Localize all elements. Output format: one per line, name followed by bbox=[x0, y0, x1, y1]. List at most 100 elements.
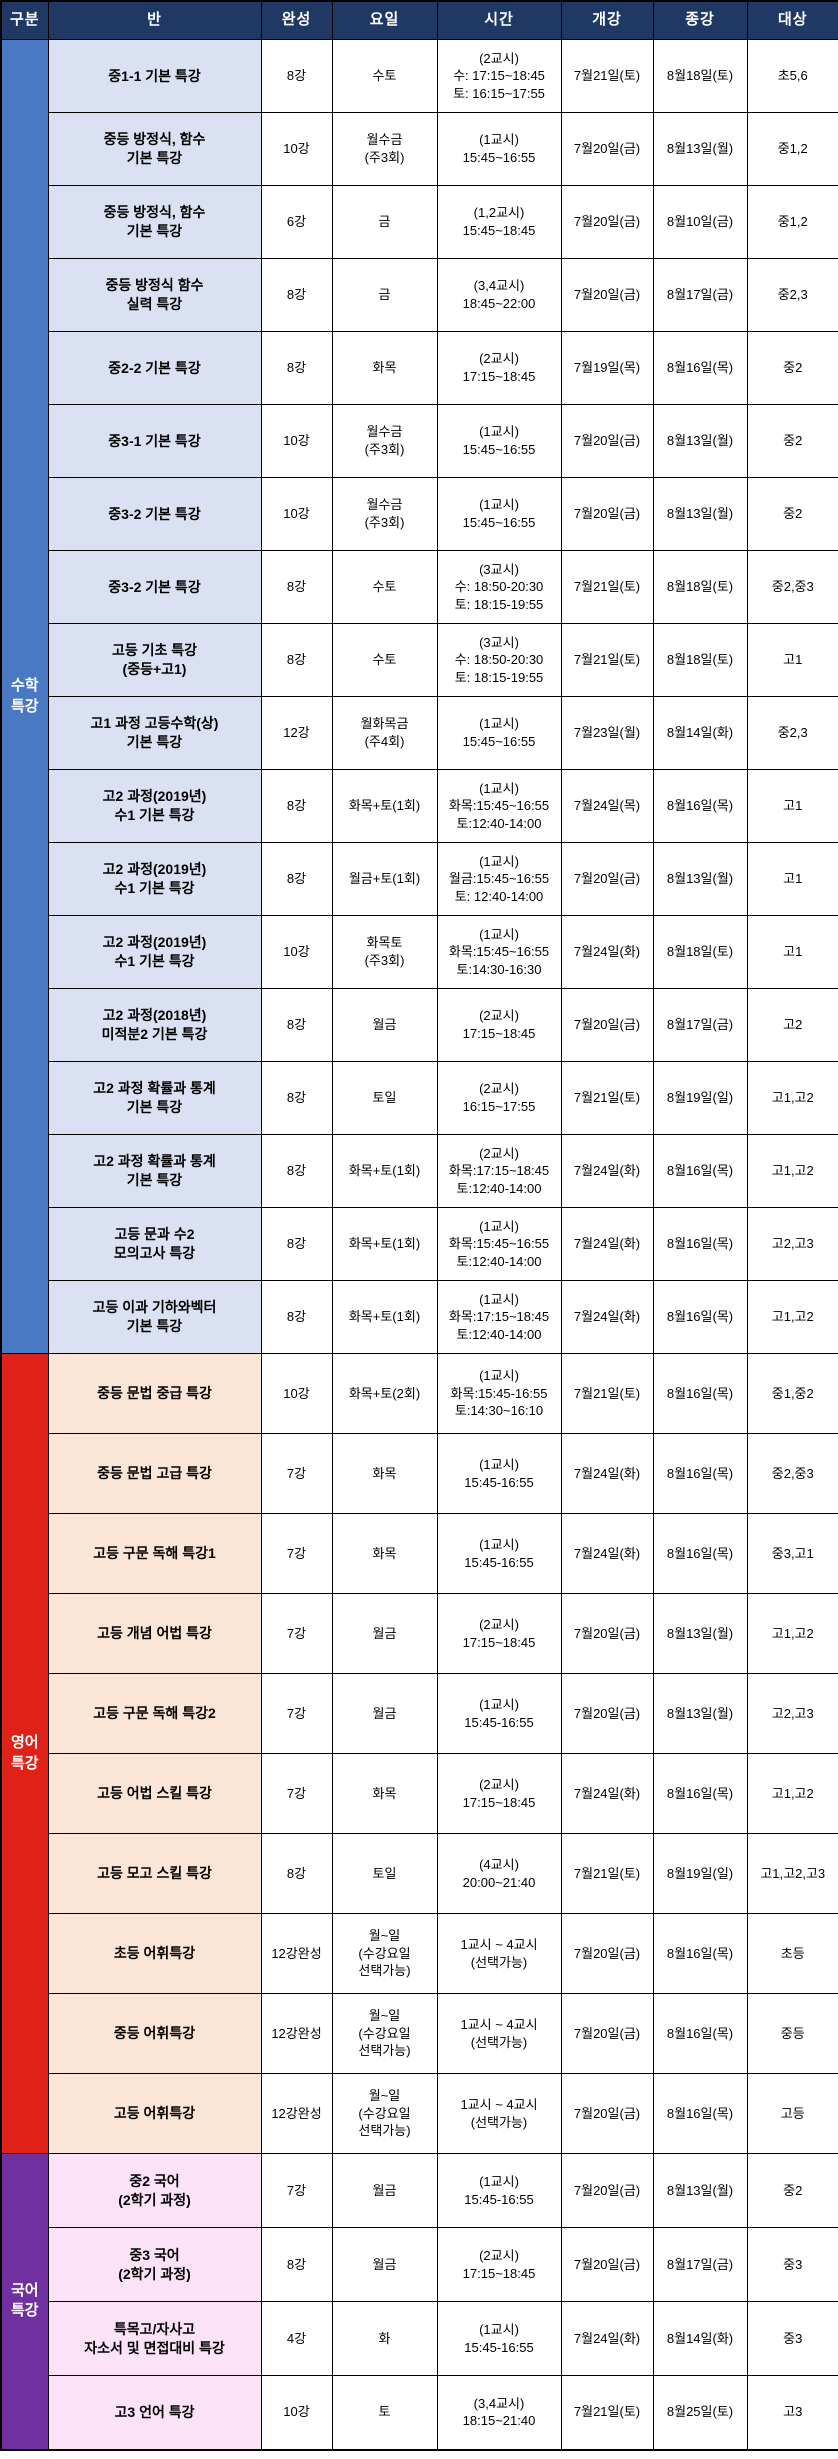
time-cell: (3,4교시) 18:15~21:40 bbox=[436, 2375, 562, 2450]
lessons-cell: 7강 bbox=[260, 1433, 333, 1514]
target-cell: 고등 bbox=[746, 2073, 838, 2154]
lessons-cell: 12강 bbox=[260, 696, 333, 770]
header-cell-time: 시간 bbox=[436, 0, 562, 40]
start-date-cell: 7월20일(금) bbox=[560, 1673, 654, 1754]
table-row: 고2 과정(2019년) 수1 기본 특강 10강 화목토 (주3회) (1교시) 화… bbox=[1, 915, 838, 989]
time-cell: (1교시) 화목:15:45~16:55 토:12:40-14:00 bbox=[436, 769, 562, 843]
start-date-cell: 7월20일(금) bbox=[560, 2153, 654, 2228]
target-cell: 고1 bbox=[746, 623, 838, 697]
start-date-cell: 7월20일(금) bbox=[560, 1593, 654, 1674]
table-row: 고3 언어 특강 10강 토 (3,4교시) 18:15~21:40 7월21일(토) 8… bbox=[1, 2375, 838, 2450]
end-date-cell: 8월13일(월) bbox=[652, 477, 748, 551]
target-cell: 고3 bbox=[746, 2375, 838, 2450]
end-date-cell: 8월13일(월) bbox=[652, 2153, 748, 2228]
start-date-cell: 7월21일(토) bbox=[560, 1833, 654, 1914]
start-date-cell: 7월24일(목) bbox=[560, 769, 654, 843]
start-date-cell: 7월24일(화) bbox=[560, 1433, 654, 1514]
time-cell: (1교시) 15:45-16:55 bbox=[436, 2153, 562, 2228]
class-name-cell: 고등 어법 스킬 특강 bbox=[47, 1753, 262, 1834]
table-row: 고등 기초 특강 (중등+고1) 8강 수토 (3교시) 수: 18:50-20:30… bbox=[1, 623, 838, 697]
class-name-cell: 중3-2 기본 특강 bbox=[47, 550, 262, 624]
lessons-cell: 8강 bbox=[260, 550, 333, 624]
table-row: 고등 개념 어법 특강 7강 월금 (2교시) 17:15~18:45 7월20일(금)… bbox=[1, 1593, 838, 1674]
class-name-cell: 중3-2 기본 특강 bbox=[47, 477, 262, 551]
start-date-cell: 7월20일(금) bbox=[560, 112, 654, 186]
time-cell: (2교시) 화목:17:15~18:45 토:12:40-14:00 bbox=[436, 1134, 562, 1208]
start-date-cell: 7월19일(목) bbox=[560, 331, 654, 405]
target-cell: 고2,고3 bbox=[746, 1207, 838, 1281]
time-cell: (1교시) 화목:15:45~16:55 토:14:30-16:30 bbox=[436, 915, 562, 989]
target-cell: 고1,고2 bbox=[746, 1593, 838, 1674]
days-cell: 화목+토(2회) bbox=[331, 1353, 438, 1434]
days-cell: 토 bbox=[331, 2375, 438, 2450]
section-label-korean: 국어 특강 bbox=[0, 2153, 49, 2450]
days-cell: 수토 bbox=[331, 39, 438, 113]
lessons-cell: 10강 bbox=[260, 2375, 333, 2450]
days-cell: 화목 bbox=[331, 331, 438, 405]
target-cell: 고1,고2,고3 bbox=[746, 1833, 838, 1914]
lessons-cell: 8강 bbox=[260, 2227, 333, 2302]
end-date-cell: 8월13일(월) bbox=[652, 1673, 748, 1754]
end-date-cell: 8월16일(목) bbox=[652, 1993, 748, 2074]
target-cell: 중2,3 bbox=[746, 696, 838, 770]
table-row: 중등 방정식 함수 실력 특강 8강 금 (3,4교시) 18:45~22:00 7월2… bbox=[1, 258, 838, 332]
days-cell: 금 bbox=[331, 258, 438, 332]
time-cell: (2교시) 17:15~18:45 bbox=[436, 1593, 562, 1674]
schedule-body: 수학 특강 중1-1 기본 특강 8강 수토 (2교시) 수: 17:15~18:45 … bbox=[0, 39, 838, 2450]
class-name-cell: 고등 문과 수2 모의고사 특강 bbox=[47, 1207, 262, 1281]
end-date-cell: 8월10일(금) bbox=[652, 185, 748, 259]
time-cell: (4교시) 20:00~21:40 bbox=[436, 1833, 562, 1914]
lessons-cell: 12강완성 bbox=[260, 2073, 333, 2154]
time-cell: (3교시) 수: 18:50-20:30 토: 18:15-19:55 bbox=[436, 550, 562, 624]
header-cell-days: 요일 bbox=[331, 0, 438, 40]
table-row: 고2 과정(2018년) 미적분2 기본 특강 8강 월금 (2교시) 17:15~1… bbox=[1, 988, 838, 1062]
target-cell: 중2 bbox=[746, 2153, 838, 2228]
class-name-cell: 고등 기초 특강 (중등+고1) bbox=[47, 623, 262, 697]
lessons-cell: 8강 bbox=[260, 769, 333, 843]
start-date-cell: 7월24일(화) bbox=[560, 2301, 654, 2376]
header-row: 구분 반 완성 요일 시간 개강 종강 대상 bbox=[0, 0, 838, 40]
table-row: 중등 문법 고급 특강 7강 화목 (1교시) 15:45-16:55 7월24일(화)… bbox=[1, 1433, 838, 1514]
end-date-cell: 8월16일(목) bbox=[652, 1513, 748, 1594]
end-date-cell: 8월16일(목) bbox=[652, 2073, 748, 2154]
end-date-cell: 8월18일(토) bbox=[652, 39, 748, 113]
class-name-cell: 고등 구문 독해 특강2 bbox=[47, 1673, 262, 1754]
class-name-cell: 중등 어휘특강 bbox=[47, 1993, 262, 2074]
start-date-cell: 7월21일(토) bbox=[560, 2375, 654, 2450]
days-cell: 화목 bbox=[331, 1753, 438, 1834]
class-name-cell: 중2-2 기본 특강 bbox=[47, 331, 262, 405]
start-date-cell: 7월20일(금) bbox=[560, 1913, 654, 1994]
time-cell: (1교시) 15:45~16:55 bbox=[436, 477, 562, 551]
days-cell: 월화목금 (주4회) bbox=[331, 696, 438, 770]
end-date-cell: 8월16일(목) bbox=[652, 1913, 748, 1994]
section-label-math: 수학 특강 bbox=[0, 39, 49, 1354]
lessons-cell: 6강 bbox=[260, 185, 333, 259]
days-cell: 화 bbox=[331, 2301, 438, 2376]
table-row: 국어 특강 중2 국어 (2학기 과정) 7강 월금 (1교시) 15:45-16:55… bbox=[0, 2153, 838, 2450]
lessons-cell: 7강 bbox=[260, 1673, 333, 1754]
time-cell: (3,4교시) 18:45~22:00 bbox=[436, 258, 562, 332]
target-cell: 고2,고3 bbox=[746, 1673, 838, 1754]
days-cell: 월금 bbox=[331, 1673, 438, 1754]
target-cell: 고1 bbox=[746, 769, 838, 843]
table-row: 고2 과정(2019년) 수1 기본 특강 8강 월금+토(1회) (1교시) 월금:… bbox=[1, 842, 838, 916]
class-name-cell: 중1-1 기본 특강 bbox=[47, 39, 262, 113]
class-name-cell: 중3-1 기본 특강 bbox=[47, 404, 262, 478]
lessons-cell: 8강 bbox=[260, 1134, 333, 1208]
start-date-cell: 7월24일(화) bbox=[560, 1134, 654, 1208]
end-date-cell: 8월16일(목) bbox=[652, 1353, 748, 1434]
end-date-cell: 8월13일(월) bbox=[652, 1593, 748, 1674]
table-row: 중등 방정식, 함수 기본 특강 10강 월수금 (주3회) (1교시) 15:45~… bbox=[1, 112, 838, 186]
start-date-cell: 7월20일(금) bbox=[560, 2227, 654, 2302]
start-date-cell: 7월20일(금) bbox=[560, 185, 654, 259]
end-date-cell: 8월13일(월) bbox=[652, 404, 748, 478]
days-cell: 월금+토(1회) bbox=[331, 842, 438, 916]
days-cell: 월금 bbox=[331, 2227, 438, 2302]
lessons-cell: 12강완성 bbox=[260, 1913, 333, 1994]
class-name-cell: 특목고/자사고 자소서 및 면접대비 특강 bbox=[47, 2301, 262, 2376]
days-cell: 화목 bbox=[331, 1513, 438, 1594]
target-cell: 중2,중3 bbox=[746, 1433, 838, 1514]
start-date-cell: 7월24일(화) bbox=[560, 1280, 654, 1354]
time-cell: (2교시) 16:15~17:55 bbox=[436, 1061, 562, 1135]
